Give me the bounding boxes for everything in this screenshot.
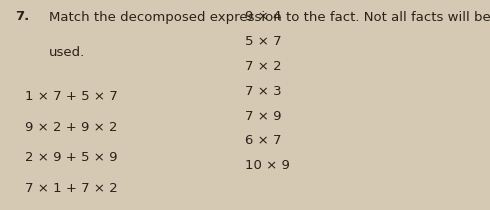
Text: 10 × 9: 10 × 9 [245,159,290,172]
Text: 5 × 7: 5 × 7 [245,35,282,48]
Text: 9 × 4: 9 × 4 [245,10,281,24]
Text: 9 × 2 + 9 × 2: 9 × 2 + 9 × 2 [24,121,117,134]
Text: 6 × 7: 6 × 7 [245,134,281,147]
Text: 7 × 2: 7 × 2 [245,60,282,73]
Text: 2 × 9 + 5 × 9: 2 × 9 + 5 × 9 [24,151,117,164]
Text: 7 × 3: 7 × 3 [245,85,282,98]
Text: 7 × 9: 7 × 9 [245,110,281,123]
Text: 1 × 7 + 5 × 7: 1 × 7 + 5 × 7 [24,90,117,103]
Text: Match the decomposed expression to the fact. Not all facts will be: Match the decomposed expression to the f… [49,10,490,24]
Text: 7.: 7. [15,10,29,24]
Text: 7 × 1 + 7 × 2: 7 × 1 + 7 × 2 [24,182,117,195]
Text: used.: used. [49,46,85,59]
